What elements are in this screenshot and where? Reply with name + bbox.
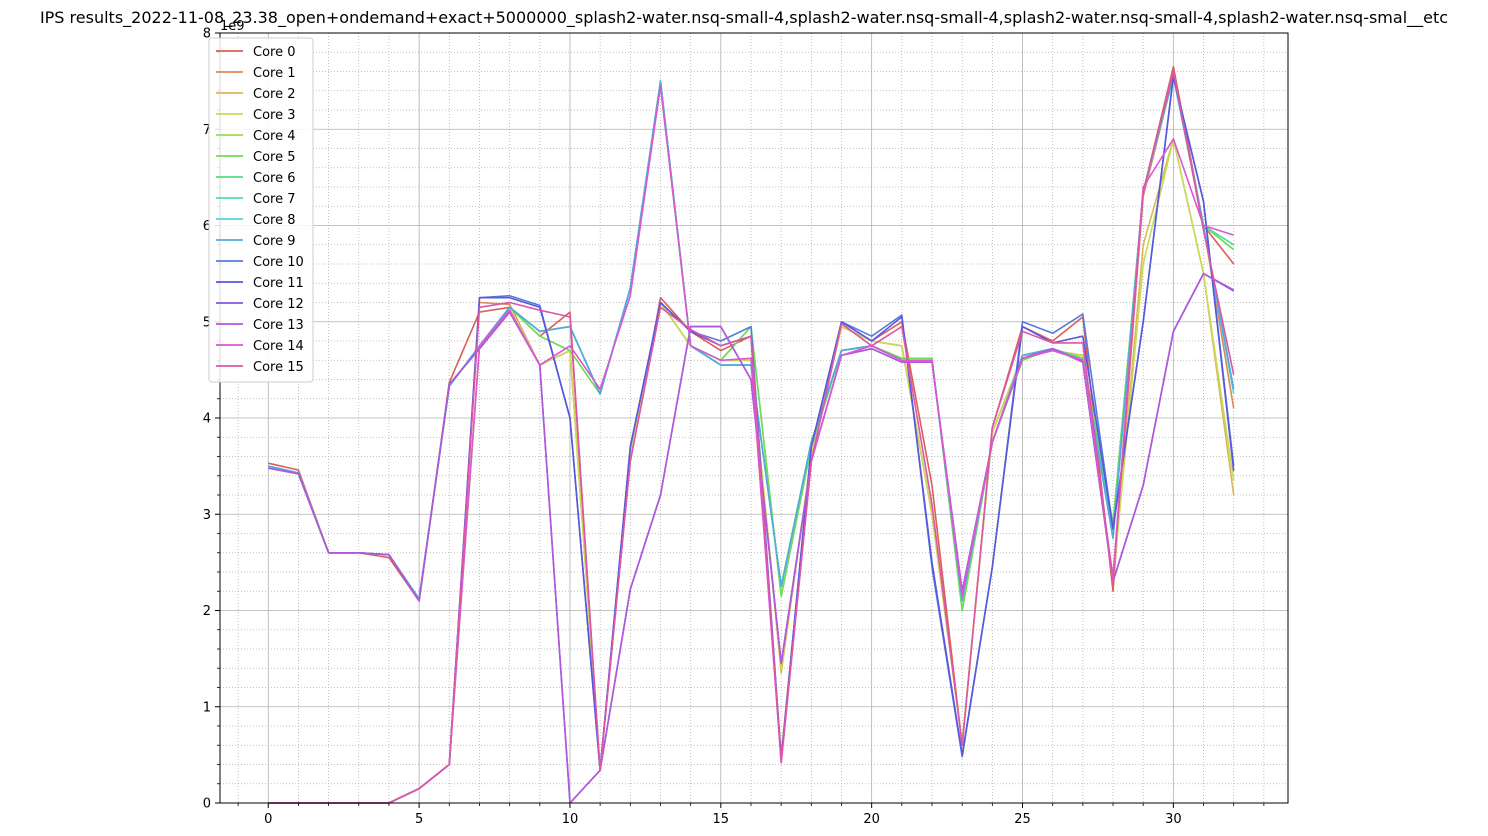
x-tick-label: 15: [713, 812, 730, 827]
legend-label: Core 15: [253, 360, 304, 375]
legend-label: Core 5: [253, 150, 296, 165]
legend-label: Core 12: [253, 297, 304, 312]
y-tick-label: 0: [203, 797, 211, 812]
y-tick-label: 8: [203, 27, 211, 42]
y-tick-label: 6: [203, 219, 211, 234]
legend-label: Core 2: [253, 87, 296, 102]
legend-label: Core 1: [253, 66, 296, 81]
series-layer: [268, 65, 1235, 804]
x-tick-label: 20: [863, 812, 880, 827]
y-tick-label: 4: [203, 412, 211, 427]
legend-box: [208, 37, 314, 383]
y-offset-label: 1e9: [220, 19, 245, 34]
legend-label: Core 8: [253, 213, 296, 228]
legend-label: Core 10: [253, 255, 304, 270]
x-tick-label: 10: [562, 812, 579, 827]
legend-label: Core 11: [253, 276, 304, 291]
y-tick-label: 1: [203, 700, 211, 715]
x-tick-label: 30: [1165, 812, 1182, 827]
x-tick-label: 25: [1014, 812, 1031, 827]
legend-label: Core 14: [253, 339, 304, 354]
legend-label: Core 13: [253, 318, 304, 333]
y-tick-label: 5: [203, 315, 211, 330]
chart-title: IPS results_2022-11-08_23.38_open+ondema…: [40, 8, 1448, 28]
series-line-core-0: [268, 65, 1235, 772]
legend-label: Core 4: [253, 129, 296, 144]
x-tick-label: 5: [415, 812, 423, 827]
y-tick-label: 7: [203, 123, 211, 138]
series-line-core-15: [268, 70, 1235, 804]
series-line-core-3: [268, 138, 1235, 804]
y-tick-label: 2: [203, 604, 211, 619]
series-line-core-2: [268, 138, 1235, 804]
legend-label: Core 3: [253, 108, 296, 123]
y-tick-label: 3: [203, 508, 211, 523]
x-tick-label: 0: [264, 812, 272, 827]
legend-label: Core 6: [253, 171, 296, 186]
legend-label: Core 9: [253, 234, 296, 249]
legend: Core 0 Core 1 Core 2 Core 3 Core 4 Core 5 Core…: [208, 37, 314, 383]
legend-label: Core 0: [253, 45, 296, 60]
legend-label: Core 7: [253, 192, 296, 207]
